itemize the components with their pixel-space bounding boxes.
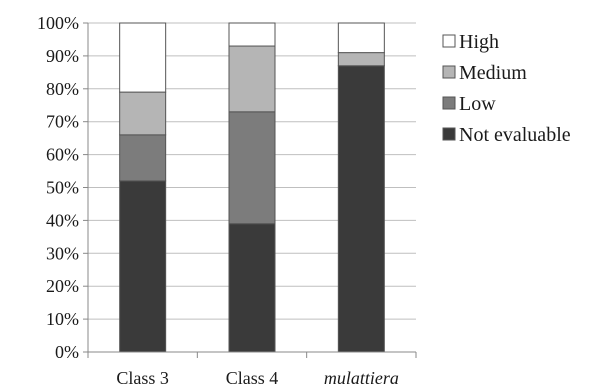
y-tick-label: 10%: [46, 309, 79, 329]
bar-segment-class-3-not-evaluable: [119, 180, 167, 353]
legend-label-high: High: [459, 31, 499, 53]
legend-label-low: Low: [459, 93, 496, 115]
y-tick-label: 30%: [46, 243, 79, 263]
bar-segment-class-4-high: [228, 22, 276, 47]
bar-segment-class-3-high: [119, 22, 167, 93]
legend-label-medium: Medium: [459, 62, 527, 84]
y-tick-label: 70%: [46, 112, 79, 132]
y-axis: 0% 10% 20% 30% 40% 50% 60% 70% 80% 90% 100%: [37, 13, 89, 362]
y-tick-label: 40%: [46, 210, 79, 230]
legend: High Medium Low Not evaluable: [442, 31, 571, 146]
y-tick-label: 90%: [46, 46, 79, 66]
legend-swatch-high: [442, 34, 456, 48]
x-tick-label-class-4: Class 4: [226, 368, 279, 388]
bar-segment-mulattiera-high: [337, 22, 385, 54]
x-tick-label-mulattiera: mulattiera: [324, 368, 399, 388]
bar-segment-class-4-not-evaluable: [228, 223, 276, 353]
bar-segment-mulattiera-medium: [337, 52, 385, 67]
y-tick-label: 0%: [55, 342, 79, 362]
legend-swatch-low: [442, 96, 456, 110]
legend-swatch-not-evaluable: [442, 127, 456, 141]
x-axis: Class 3 Class 4 mulattiera: [87, 351, 417, 388]
y-tick-label: 60%: [46, 145, 79, 165]
x-tick-label-class-3: Class 3: [116, 368, 169, 388]
legend-label-not-evaluable: Not evaluable: [459, 124, 571, 146]
legend-swatch-medium: [442, 65, 456, 79]
y-tick-label: 100%: [37, 13, 79, 33]
y-tick-label: 80%: [46, 79, 79, 99]
bar-segment-mulattiera-not-evaluable: [337, 65, 385, 353]
bar-segment-class-3-medium: [119, 91, 167, 136]
y-tick-label: 50%: [46, 178, 79, 198]
bars: [119, 22, 385, 353]
bar-segment-class-4-low: [228, 111, 276, 225]
y-tick-label: 20%: [46, 276, 79, 296]
bar-segment-class-3-low: [119, 134, 167, 182]
bar-segment-class-4-medium: [228, 45, 276, 113]
